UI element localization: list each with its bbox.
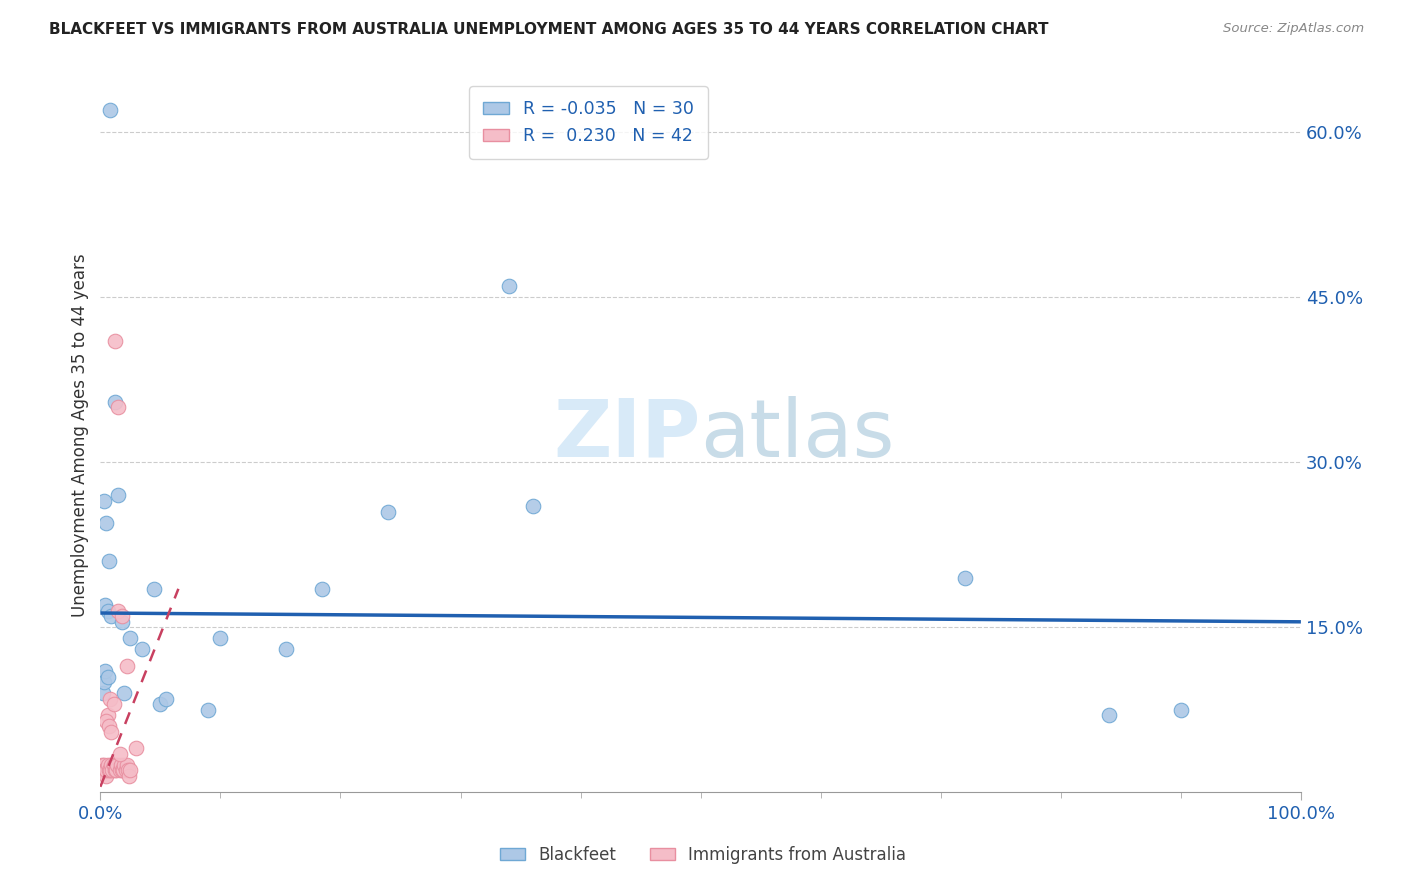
Point <box>107 401 129 415</box>
Point <box>98 764 121 778</box>
Point <box>90 764 112 778</box>
Point <box>377 505 399 519</box>
Text: atlas: atlas <box>700 396 896 474</box>
Point <box>131 642 153 657</box>
Point <box>114 764 136 778</box>
Point <box>115 658 138 673</box>
Point <box>94 769 117 783</box>
Point <box>93 764 115 778</box>
Point <box>96 670 118 684</box>
Point <box>498 279 520 293</box>
Point <box>1170 703 1192 717</box>
Point <box>96 708 118 723</box>
Point <box>209 632 232 646</box>
Point <box>155 691 177 706</box>
Point <box>98 691 121 706</box>
Point <box>91 757 114 772</box>
Point <box>104 334 127 349</box>
Point <box>94 665 117 679</box>
Point <box>104 764 127 778</box>
Point <box>112 686 135 700</box>
Point <box>104 395 127 409</box>
Point <box>108 747 131 761</box>
Point <box>107 604 129 618</box>
Point <box>149 698 172 712</box>
Point <box>110 757 132 772</box>
Point <box>104 764 127 778</box>
Text: Source: ZipAtlas.com: Source: ZipAtlas.com <box>1223 22 1364 36</box>
Point <box>101 764 124 778</box>
Point <box>105 757 128 772</box>
Point <box>522 500 544 514</box>
Point <box>97 764 120 778</box>
Point <box>93 493 115 508</box>
Point <box>93 757 115 772</box>
Point <box>118 769 141 783</box>
Point <box>111 609 134 624</box>
Point <box>120 632 142 646</box>
Point <box>94 599 117 613</box>
Point <box>100 757 122 772</box>
Point <box>112 764 135 778</box>
Point <box>311 582 333 596</box>
Point <box>103 698 125 712</box>
Point <box>96 604 118 618</box>
Point <box>100 724 122 739</box>
Point <box>1098 708 1121 723</box>
Point <box>93 764 115 778</box>
Point <box>143 582 166 596</box>
Legend: R = -0.035   N = 30, R =  0.230   N = 42: R = -0.035 N = 30, R = 0.230 N = 42 <box>470 87 707 159</box>
Point <box>96 764 118 778</box>
Point <box>97 719 120 733</box>
Point <box>115 757 138 772</box>
Point <box>91 686 114 700</box>
Point <box>197 703 219 717</box>
Point <box>91 764 114 778</box>
Point <box>96 757 118 772</box>
Point <box>107 488 129 502</box>
Point <box>112 757 135 772</box>
Point <box>125 741 148 756</box>
Point <box>111 615 134 629</box>
Point <box>111 764 134 778</box>
Point <box>120 764 142 778</box>
Point <box>103 757 125 772</box>
Point <box>98 103 121 118</box>
Point <box>117 764 139 778</box>
Point <box>97 554 120 568</box>
Point <box>100 609 122 624</box>
Y-axis label: Unemployment Among Ages 35 to 44 years: Unemployment Among Ages 35 to 44 years <box>72 253 89 616</box>
Legend: Blackfeet, Immigrants from Australia: Blackfeet, Immigrants from Australia <box>494 839 912 871</box>
Text: ZIP: ZIP <box>554 396 700 474</box>
Point <box>96 714 118 728</box>
Point <box>953 571 976 585</box>
Point <box>96 516 118 530</box>
Point <box>93 675 115 690</box>
Point <box>108 764 131 778</box>
Text: BLACKFEET VS IMMIGRANTS FROM AUSTRALIA UNEMPLOYMENT AMONG AGES 35 TO 44 YEARS CO: BLACKFEET VS IMMIGRANTS FROM AUSTRALIA U… <box>49 22 1049 37</box>
Point <box>276 642 298 657</box>
Point <box>94 764 117 778</box>
Point <box>90 764 112 778</box>
